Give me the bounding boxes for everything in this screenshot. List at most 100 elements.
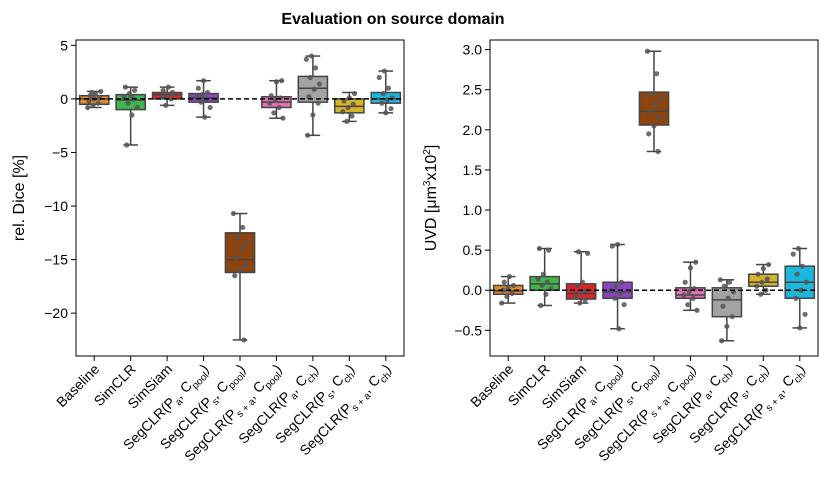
data-point (725, 295, 731, 301)
data-point (241, 337, 247, 343)
data-point (194, 94, 200, 100)
data-point (341, 98, 347, 104)
data-point (754, 283, 760, 289)
data-point (199, 92, 205, 98)
data-point (204, 89, 211, 96)
data-point (618, 279, 625, 285)
data-point (535, 276, 541, 282)
data-point (340, 109, 346, 115)
data-point (729, 314, 735, 320)
data-point (279, 78, 285, 84)
data-point (538, 302, 544, 309)
y-tick-label: 0 (60, 91, 68, 107)
data-point (165, 84, 172, 90)
data-point (577, 300, 583, 306)
data-point (794, 271, 800, 277)
box-segclr-ps-a-cpool- (675, 259, 706, 313)
data-point (539, 282, 545, 289)
data-point (344, 118, 350, 125)
data-point (690, 295, 696, 301)
data-point (237, 267, 243, 273)
data-point (383, 110, 389, 116)
box-segclr-pa-cch- (711, 277, 743, 344)
data-point (238, 246, 244, 252)
data-point (90, 102, 96, 108)
data-point (793, 295, 799, 301)
data-point (724, 323, 730, 329)
iqr-box (224, 232, 256, 274)
data-point (655, 148, 661, 155)
data-point (575, 249, 582, 255)
data-point (125, 100, 131, 106)
data-point (499, 300, 505, 306)
data-point (232, 273, 238, 279)
data-point (230, 210, 237, 217)
data-point (573, 294, 579, 300)
box-segclr-pa-cpool- (188, 78, 219, 120)
data-point (379, 100, 385, 106)
box-segclr-ps-a-cch- (370, 68, 402, 116)
data-point (652, 103, 658, 109)
data-point (543, 291, 549, 297)
box-segclr-ps-cch- (334, 90, 365, 125)
data-point (202, 114, 208, 120)
y-tick-label: 0.5 (463, 242, 483, 258)
y-tick-label: −15 (44, 252, 68, 268)
data-point (685, 302, 691, 308)
y-tick-label: 2.0 (463, 122, 483, 138)
box-simsiam (151, 84, 183, 108)
data-point (271, 110, 277, 116)
data-point (621, 302, 627, 308)
data-point (312, 65, 319, 71)
data-point (310, 112, 316, 118)
box-simclr (115, 84, 146, 148)
data-point (614, 241, 621, 248)
data-point (651, 123, 657, 129)
data-point (585, 250, 591, 256)
data-point (207, 104, 213, 111)
data-point (161, 93, 168, 99)
data-point (644, 48, 651, 54)
data-point (198, 99, 204, 105)
data-point (308, 53, 315, 59)
data-point (719, 338, 725, 344)
data-point (134, 104, 140, 111)
figure-title: Evaluation on source domain (281, 11, 504, 28)
data-point (656, 115, 662, 121)
data-point (233, 254, 239, 261)
data-point (795, 245, 802, 252)
data-point (85, 104, 91, 111)
y-axis-label: UVD [μm3x102] (422, 145, 440, 252)
box-segclr-ps-a-cpool- (261, 78, 292, 121)
box-simclr (529, 245, 560, 309)
y-axis-label: rel. Dice [%] (11, 155, 28, 241)
data-point (509, 290, 515, 297)
data-point (647, 109, 653, 115)
data-point (803, 279, 809, 285)
data-point (98, 88, 104, 95)
data-point (764, 276, 770, 282)
data-point (121, 94, 127, 100)
data-point (243, 240, 250, 247)
box-simsiam (565, 249, 597, 306)
data-point (755, 271, 761, 277)
y-tick-label: −10 (44, 198, 68, 214)
y-tick-label: 1.0 (463, 202, 483, 218)
data-point (385, 85, 392, 91)
data-point (315, 100, 321, 106)
data-point (717, 277, 723, 283)
data-point (657, 96, 664, 102)
box-segclr-ps-a-cch- (784, 245, 816, 331)
y-tick-label: 2.5 (463, 82, 483, 98)
data-point (574, 282, 580, 289)
data-point (612, 295, 618, 301)
data-point (273, 79, 280, 85)
data-point (797, 325, 803, 331)
data-point (95, 100, 101, 106)
data-point (765, 261, 772, 268)
y-tick-label: −20 (44, 305, 68, 321)
box-segclr-ps-cpool- (638, 48, 670, 155)
data-point (681, 292, 687, 298)
data-point (268, 93, 274, 99)
data-point (128, 93, 134, 99)
